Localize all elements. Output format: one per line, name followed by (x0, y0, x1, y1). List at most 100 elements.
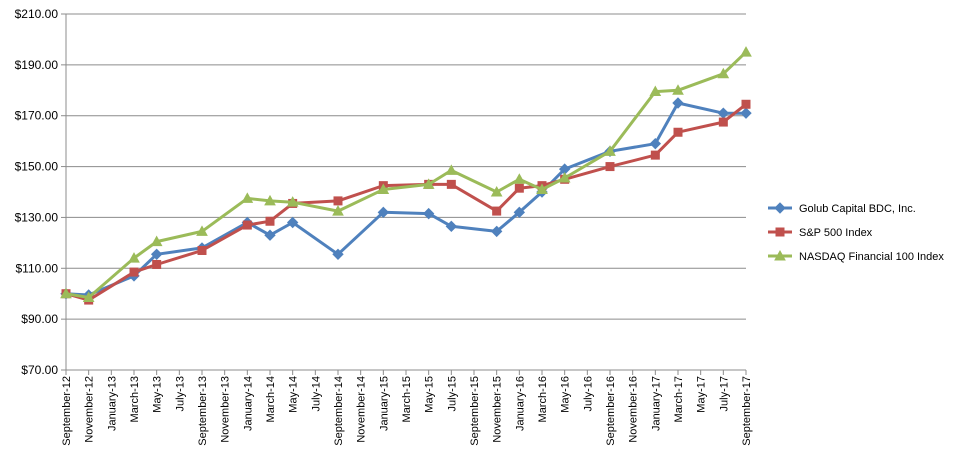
x-tick-label: July-15 (446, 376, 458, 411)
data-point (536, 183, 548, 194)
x-tick-label: January-14 (242, 376, 254, 431)
x-tick-label: March-16 (537, 376, 549, 422)
data-point (82, 291, 95, 303)
x-tick-label: January-13 (106, 376, 118, 431)
data-point (513, 206, 526, 219)
legend-marker (775, 227, 785, 237)
data-point (128, 252, 140, 263)
y-tick-label: $170.00 (15, 109, 59, 123)
data-point (241, 192, 254, 203)
x-tick-label: September-17 (741, 376, 753, 446)
data-point (242, 220, 252, 230)
gridlines (66, 13, 746, 320)
x-tick-label: September-15 (469, 376, 481, 446)
data-point (377, 183, 390, 194)
data-point (196, 225, 208, 236)
series-lines (60, 46, 752, 305)
data-point (649, 137, 662, 150)
data-point (672, 97, 684, 109)
data-point (717, 67, 730, 79)
data-point (717, 107, 730, 119)
data-point (492, 206, 502, 216)
y-tick-label: $130.00 (15, 210, 59, 224)
data-point (197, 245, 207, 255)
data-point (718, 117, 728, 127)
legend-marker (774, 249, 786, 261)
data-point (129, 267, 139, 277)
x-tick-label: January-16 (514, 376, 526, 431)
data-point (490, 225, 503, 238)
x-tick-label: July-17 (718, 376, 730, 411)
data-point (514, 183, 524, 193)
series-0 (60, 97, 752, 301)
data-point (60, 287, 72, 299)
x-tick-label: January-17 (650, 376, 662, 431)
y-tick-label: $70.00 (21, 363, 58, 377)
data-point (332, 205, 344, 216)
series-line (65, 103, 747, 302)
x-tick-label: September-13 (197, 376, 209, 446)
legend-label: S&P 500 Index (799, 227, 873, 239)
x-tick-label: July-16 (582, 376, 594, 411)
legend-item: Golub Capital BDC, Inc. (768, 202, 916, 215)
data-point (445, 220, 458, 233)
data-point (673, 127, 683, 137)
data-point (605, 162, 615, 172)
data-point (377, 206, 390, 219)
data-point (150, 248, 163, 261)
data-point (604, 145, 616, 156)
x-tick-label: May-16 (560, 376, 572, 413)
series-line (65, 101, 746, 297)
axes (61, 13, 747, 375)
y-tick-label: $110.00 (16, 261, 59, 275)
legend-item: NASDAQ Financial 100 Index (768, 249, 944, 263)
legend: Golub Capital BDC, Inc. S&P 500 Index NASD… (768, 202, 944, 263)
x-tick-label: September-12 (61, 376, 73, 446)
data-point (740, 107, 752, 119)
data-point (513, 173, 526, 184)
x-tick-label: November-15 (492, 376, 504, 443)
y-tick-label: $150.00 (15, 160, 59, 174)
data-point (649, 85, 662, 97)
data-point (650, 150, 660, 160)
data-point (672, 84, 684, 95)
x-tick-label: March-14 (265, 376, 277, 422)
x-tick-label: November-14 (356, 376, 368, 443)
x-tick-label: March-13 (129, 376, 141, 422)
x-tick-label: March-15 (401, 376, 413, 422)
x-tick-label: March-17 (673, 376, 685, 422)
data-point (445, 164, 458, 175)
data-point (332, 248, 344, 261)
x-tick-label: May-13 (152, 376, 164, 413)
data-point (740, 46, 752, 57)
data-point (152, 259, 162, 269)
x-tick-label: November-16 (628, 376, 640, 443)
series-1 (61, 99, 751, 305)
data-point (558, 171, 571, 183)
x-tick-label: September-14 (333, 376, 345, 446)
data-point (741, 99, 751, 109)
data-point (490, 185, 503, 197)
data-point (422, 207, 435, 220)
data-point (286, 196, 299, 207)
x-tick-label: July-13 (174, 376, 186, 411)
x-tick-label: November-12 (84, 376, 96, 443)
x-tick-label: May-14 (288, 376, 300, 413)
legend-label: Golub Capital BDC, Inc. (799, 203, 916, 215)
legend-label: NASDAQ Financial 100 Index (799, 251, 944, 263)
data-point (333, 196, 343, 206)
data-point (264, 194, 276, 206)
series-2 (60, 46, 752, 303)
legend-marker (774, 202, 786, 214)
x-tick-label: January-15 (378, 376, 390, 431)
x-tick-label: November-13 (220, 376, 232, 443)
data-point (150, 235, 163, 247)
y-tick-labels: $70.00 $90.00 $110.00 $130.00 $150.00 $170.00… (15, 7, 59, 377)
x-tick-label: September-16 (605, 376, 617, 446)
data-point (264, 229, 276, 241)
x-tick-label: May-17 (696, 376, 708, 413)
y-tick-label: $210.00 (15, 7, 59, 21)
y-tick-label: $190.00 (15, 58, 59, 72)
